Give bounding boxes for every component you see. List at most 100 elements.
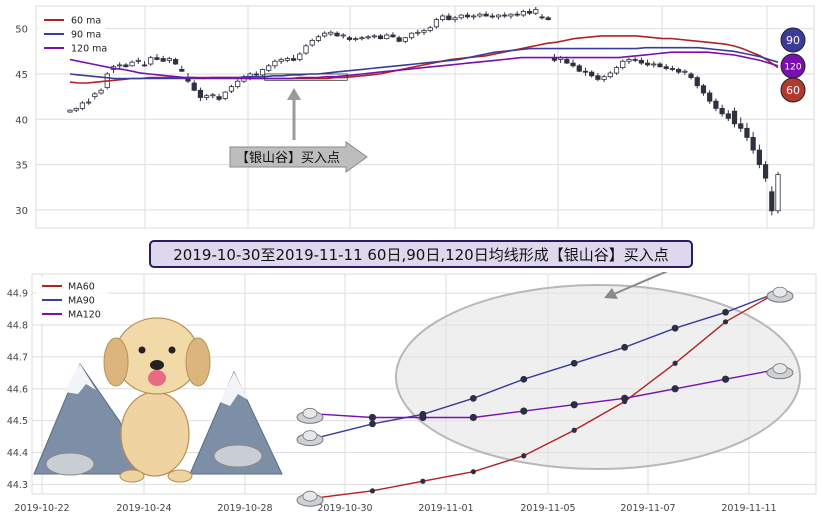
candle-body (707, 92, 713, 102)
candlestick (315, 34, 322, 43)
candlestick (179, 65, 185, 73)
candlestick (533, 6, 539, 16)
candlestick (377, 34, 384, 40)
silver-valley-box (264, 73, 348, 81)
candle-body (396, 37, 402, 42)
ma60-point (722, 319, 729, 325)
candle-body (502, 14, 508, 17)
ma120-point (469, 413, 477, 422)
ma90-point (722, 308, 729, 316)
candle-body (620, 60, 626, 69)
candlestick (297, 52, 303, 62)
candle-body (471, 15, 477, 18)
ma60-point (470, 469, 476, 475)
badge-label: 120 (784, 63, 801, 73)
candlestick (433, 17, 440, 29)
candle-body (589, 71, 595, 77)
chart-title-box: 2019-10-30至2019-11-11 60日,90日,120日均线形成【银… (149, 240, 693, 268)
candlestick (452, 15, 458, 23)
candle-body (284, 58, 290, 61)
ma60-point (571, 427, 577, 433)
candlestick (154, 54, 160, 61)
candlestick (744, 122, 750, 142)
candlestick (141, 61, 148, 67)
candlestick (359, 35, 365, 41)
candle-body (576, 65, 582, 72)
candlestick (458, 14, 464, 20)
candle-body (762, 164, 769, 179)
ma60-point (420, 478, 426, 484)
candle-body (179, 69, 185, 72)
candle-body (663, 66, 669, 69)
candle-body (290, 58, 297, 61)
candlestick (514, 11, 520, 17)
ma60-point (521, 453, 527, 459)
highlight-arrow-shaft (613, 272, 668, 295)
candlestick (67, 109, 73, 113)
x-tick-label: 2019-11-11 (721, 503, 776, 514)
plot-area (35, 5, 815, 229)
candle-body (216, 96, 222, 100)
candle-body (744, 127, 750, 138)
candlestick (266, 63, 272, 73)
candle-body (129, 61, 135, 67)
candlestick (719, 104, 725, 117)
candle-body (222, 91, 228, 99)
candlestick (539, 14, 545, 20)
candlestick (346, 35, 353, 42)
candlestick (421, 28, 427, 35)
candlestick (98, 88, 104, 95)
candlestick (651, 61, 657, 68)
candlestick (688, 72, 694, 80)
candlestick (769, 186, 775, 216)
mountain-right-snow (220, 372, 248, 406)
candlestick (371, 34, 377, 39)
highlight-arrow-head (604, 288, 618, 299)
candle-body (440, 15, 446, 20)
ma120-line (69, 51, 779, 80)
ma60-point (672, 360, 678, 366)
candlestick (713, 98, 719, 112)
candle-body (570, 62, 576, 67)
candlestick (595, 73, 601, 82)
candlestick (222, 91, 228, 101)
candle-body (632, 59, 638, 61)
candle-body (148, 57, 154, 65)
ma120-point (520, 407, 528, 415)
candlestick (384, 33, 390, 40)
candlestick (216, 93, 222, 102)
candlestick (135, 57, 141, 64)
legend-label: 60 ma (71, 16, 101, 27)
ma120-point (419, 413, 427, 422)
y-tick-label: 40 (15, 115, 28, 126)
candlestick (191, 80, 197, 92)
candle-body (427, 27, 433, 31)
candle-body (657, 63, 663, 68)
candle-body (86, 101, 92, 104)
candle-body (452, 17, 458, 20)
badge-label: 90 (786, 34, 800, 47)
candle-body (483, 13, 489, 17)
candle-body (278, 59, 284, 62)
candlestick (123, 63, 129, 68)
ingot-top (772, 363, 788, 375)
candle-body (433, 19, 440, 28)
annotation-callout (229, 141, 368, 173)
badge-circle (780, 27, 806, 53)
dog-paw (167, 469, 193, 483)
legend-label: MA120 (68, 310, 101, 321)
candle-body (322, 32, 328, 37)
legend-label: 120 ma (71, 44, 107, 55)
candlestick-chart: 30 35 40 45 50 【银山谷】买入点 60 ma 90 ma 120 ma 90 120 6… (15, 5, 815, 229)
candle-body (303, 45, 309, 54)
candle-body (595, 75, 601, 80)
candlestick (495, 14, 502, 20)
candlestick (322, 31, 328, 38)
candle-body (166, 58, 172, 61)
x-tick-label: 2019-10-22 (14, 503, 69, 514)
candlestick (79, 101, 86, 111)
candle-body (731, 110, 738, 125)
ma90-point (469, 394, 477, 402)
candlestick (303, 44, 309, 55)
